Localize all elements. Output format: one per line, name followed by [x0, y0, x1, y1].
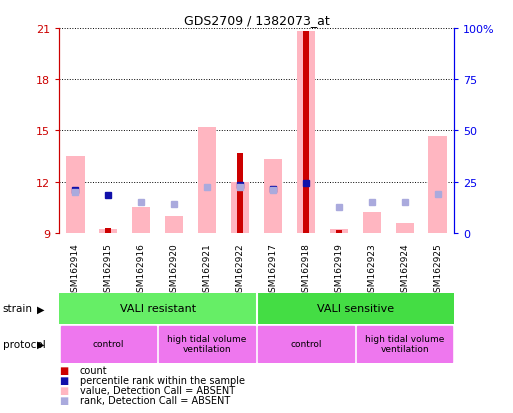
Bar: [363, 213, 381, 233]
Text: control: control: [290, 339, 322, 348]
Text: strain: strain: [3, 304, 32, 314]
Text: VALI sensitive: VALI sensitive: [317, 304, 394, 314]
Text: ■: ■: [59, 366, 68, 375]
Bar: [59, 293, 256, 324]
Text: GSM162917: GSM162917: [268, 242, 278, 297]
Text: value, Detection Call = ABSENT: value, Detection Call = ABSENT: [80, 385, 234, 395]
Text: GSM162921: GSM162921: [203, 242, 212, 297]
Text: high tidal volume
ventilation: high tidal volume ventilation: [365, 334, 444, 354]
Text: GSM162914: GSM162914: [71, 242, 80, 297]
Text: rank, Detection Call = ABSENT: rank, Detection Call = ABSENT: [80, 395, 230, 405]
Text: high tidal volume
ventilation: high tidal volume ventilation: [167, 334, 247, 354]
Bar: [237, 153, 243, 233]
Text: ■: ■: [59, 375, 68, 385]
Text: protocol: protocol: [3, 339, 45, 349]
Bar: [297, 32, 315, 233]
Bar: [428, 136, 447, 233]
Text: GSM162923: GSM162923: [367, 242, 376, 297]
Bar: [330, 230, 348, 233]
Bar: [303, 32, 309, 233]
Text: percentile rank within the sample: percentile rank within the sample: [80, 375, 245, 385]
Text: ■: ■: [59, 395, 68, 405]
Text: ■: ■: [59, 385, 68, 395]
Text: ▶: ▶: [37, 339, 45, 349]
Text: count: count: [80, 366, 107, 375]
Text: GSM162916: GSM162916: [137, 242, 146, 297]
Bar: [258, 326, 353, 362]
Bar: [105, 228, 111, 233]
Text: GSM162920: GSM162920: [170, 242, 179, 297]
Bar: [198, 128, 216, 233]
Text: GSM162919: GSM162919: [334, 242, 343, 297]
Text: ▶: ▶: [37, 304, 45, 314]
Bar: [132, 208, 150, 233]
Text: GSM162915: GSM162915: [104, 242, 113, 297]
Bar: [256, 293, 454, 324]
Text: GSM162918: GSM162918: [301, 242, 310, 297]
Text: VALI resistant: VALI resistant: [120, 304, 196, 314]
Text: GSM162922: GSM162922: [235, 242, 245, 297]
Text: GSM162924: GSM162924: [400, 242, 409, 297]
Text: GDS2709 / 1382073_at: GDS2709 / 1382073_at: [184, 14, 329, 27]
Bar: [66, 157, 85, 233]
Bar: [160, 326, 255, 362]
Text: GSM162925: GSM162925: [433, 242, 442, 297]
Bar: [264, 160, 282, 233]
Bar: [336, 231, 342, 233]
Bar: [61, 326, 156, 362]
Text: control: control: [93, 339, 124, 348]
Bar: [231, 182, 249, 233]
Bar: [396, 223, 413, 233]
Bar: [357, 326, 452, 362]
Bar: [100, 230, 117, 233]
Bar: [165, 216, 183, 233]
